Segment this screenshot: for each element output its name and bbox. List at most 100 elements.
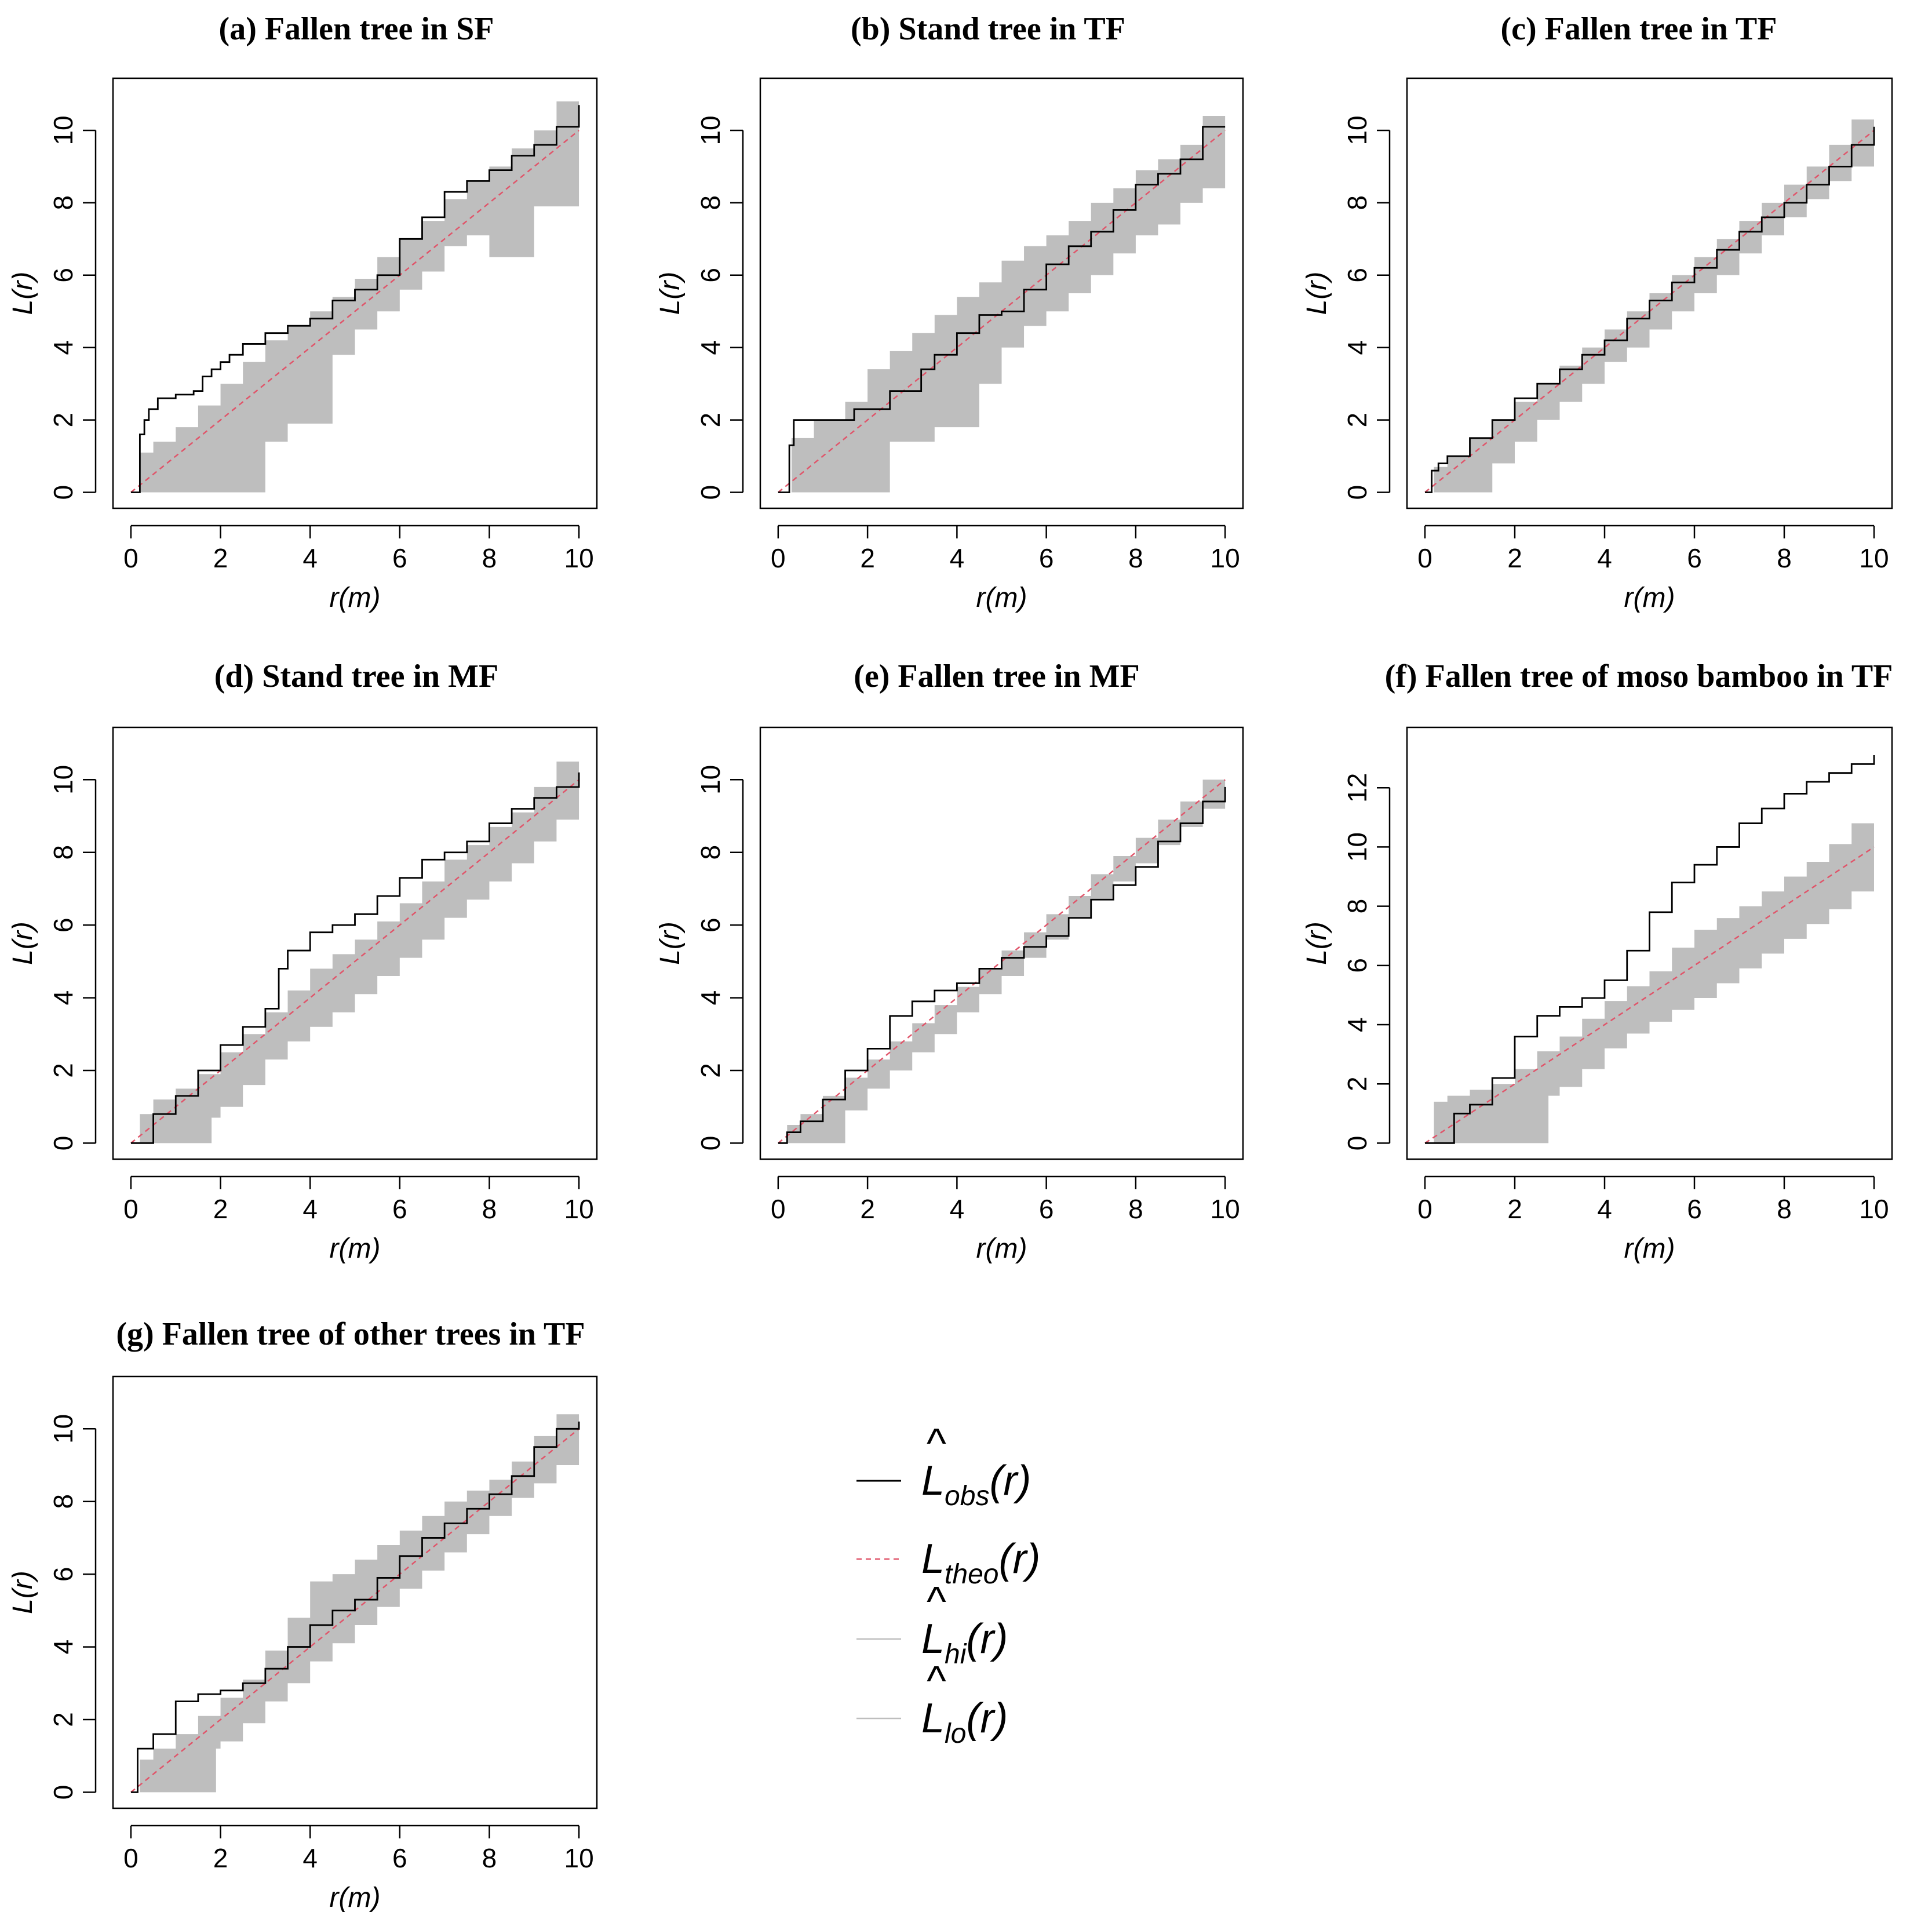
y-tick-label: 10 [48, 765, 78, 795]
y-tick-label: 0 [1342, 485, 1372, 500]
y-tick-label: 0 [695, 485, 726, 500]
theo-line [130, 779, 579, 1144]
x-tick-label: 2 [213, 1194, 228, 1224]
panel-f: 0 2 4 6 8 10 0 2 4 6 8 10 12 r(m) L(r) (f) Fallen tree … [1302, 658, 1893, 1264]
panel-title: (d) Stand tree in MF [214, 658, 499, 694]
obs-line [1425, 755, 1875, 1144]
panel-title: (a) Fallen tree in SF [219, 11, 494, 47]
x-tick-label: 10 [564, 1194, 593, 1224]
legend-hat-hi: ^ [926, 1579, 946, 1625]
legend-label-lo: Llo(r) [921, 1695, 1008, 1749]
y-tick-label: 8 [695, 845, 726, 860]
x-axis-label: r(m) [330, 1882, 381, 1912]
x-tick-label: 0 [123, 1194, 138, 1224]
y-tick-label: 6 [48, 1567, 78, 1582]
y-tick-label: 6 [48, 917, 78, 933]
panel-e: 0 2 4 6 8 10 0 2 4 6 8 10 r(m) L(r) (e) Fallen tree in… [655, 658, 1244, 1264]
plot-frame [759, 726, 1244, 1160]
x-tick-label: 6 [392, 543, 407, 573]
y-tick-label: 6 [1342, 268, 1372, 283]
y-tick-label: 10 [695, 765, 726, 795]
x-tick-label: 4 [1597, 543, 1612, 573]
legend-hat-lo: ^ [926, 1658, 946, 1705]
x-tick-label: 10 [1211, 543, 1240, 573]
y-tick-label: 6 [695, 268, 726, 283]
panel-title: (e) Fallen tree in MF [854, 658, 1139, 694]
panel-title: (g) Fallen tree of other trees in TF [116, 1316, 585, 1352]
panel-c: 0 2 4 6 8 10 0 2 4 6 8 10 r(m) L(r) (c) Fallen tree in… [1302, 11, 1893, 613]
x-tick-label: 8 [1128, 1194, 1143, 1224]
x-tick-label: 8 [482, 1843, 497, 1873]
y-tick-label: 0 [48, 485, 78, 500]
plot-frame [1406, 77, 1893, 509]
legend-hat-obs: ^ [926, 1421, 946, 1467]
x-tick-label: 0 [771, 543, 786, 573]
x-axis-label: r(m) [330, 582, 381, 613]
obs-line [130, 105, 580, 493]
x-axis-label: r(m) [330, 1233, 381, 1264]
y-tick-label: 2 [1342, 413, 1372, 428]
panel-b: 0 2 4 6 8 10 0 2 4 6 8 10 r(m) L(r) (b) Stand tree in … [655, 11, 1244, 613]
panel-g: 0 2 4 6 8 10 0 2 4 6 8 10 r(m) L(r) (g) Fallen tree of… [8, 1316, 598, 1912]
y-tick-label: 4 [48, 1640, 78, 1655]
y-tick-label: 0 [695, 1136, 726, 1151]
y-tick-label: 2 [48, 1712, 78, 1727]
y-tick-label: 2 [48, 1063, 78, 1078]
x-tick-label: 2 [213, 1843, 228, 1873]
y-tick-label: 0 [1342, 1136, 1372, 1151]
x-tick-label: 0 [123, 1843, 138, 1873]
panel-title: (c) Fallen tree in TF [1501, 11, 1777, 47]
y-tick-label: 2 [48, 413, 78, 428]
x-tick-label: 4 [1597, 1194, 1612, 1224]
x-tick-label: 2 [213, 543, 228, 573]
x-tick-label: 2 [1507, 1194, 1522, 1224]
x-tick-label: 0 [1417, 543, 1432, 573]
x-tick-label: 2 [860, 543, 875, 573]
x-tick-label: 2 [1507, 543, 1522, 573]
y-tick-label: 4 [1342, 1017, 1372, 1032]
y-tick-label: 0 [48, 1136, 78, 1151]
y-tick-label: 10 [48, 1414, 78, 1444]
y-tick-label: 2 [695, 1063, 726, 1078]
y-tick-label: 8 [695, 195, 726, 210]
y-tick-label: 4 [695, 990, 726, 1006]
y-tick-label: 10 [1342, 115, 1372, 145]
y-tick-label: 10 [1342, 832, 1372, 862]
y-axis-label: L(r) [8, 922, 38, 965]
y-axis-label: L(r) [655, 922, 686, 965]
x-tick-label: 8 [1128, 543, 1143, 573]
x-tick-label: 6 [1687, 543, 1702, 573]
x-axis-label: r(m) [976, 582, 1027, 613]
x-tick-label: 2 [860, 1194, 875, 1224]
x-tick-label: 4 [950, 543, 965, 573]
y-tick-label: 6 [48, 268, 78, 283]
y-tick-label: 8 [1342, 195, 1372, 210]
y-tick-label: 4 [1342, 340, 1372, 355]
x-axis-label: r(m) [1624, 582, 1675, 613]
legend-label-obs: Lobs(r) [921, 1458, 1031, 1512]
y-tick-label: 4 [695, 340, 726, 355]
envelope-band [130, 1389, 579, 1793]
x-tick-label: 6 [1687, 1194, 1702, 1224]
panel-d: 0 2 4 6 8 10 0 2 4 6 8 10 r(m) L(r) (d) Stand tree in … [8, 658, 598, 1264]
x-tick-label: 6 [392, 1843, 407, 1873]
y-tick-label: 8 [48, 195, 78, 210]
x-tick-label: 8 [482, 1194, 497, 1224]
x-tick-label: 10 [1859, 543, 1889, 573]
y-tick-label: 2 [695, 413, 726, 428]
y-tick-label: 8 [48, 1494, 78, 1509]
x-tick-label: 6 [1039, 543, 1054, 573]
obs-line [778, 786, 1226, 1144]
y-tick-label: 10 [48, 115, 78, 145]
panel-title: (f) Fallen tree of moso bamboo in TF [1385, 658, 1893, 694]
x-tick-label: 10 [564, 543, 593, 573]
y-tick-label: 10 [695, 115, 726, 145]
obs-line [130, 772, 580, 1144]
x-tick-label: 4 [302, 543, 318, 573]
y-tick-label: 4 [48, 340, 78, 355]
legend-label-theo: Ltheo(r) [921, 1536, 1040, 1590]
x-tick-label: 4 [950, 1194, 965, 1224]
plot-frame [1406, 726, 1893, 1160]
plot-frame [112, 77, 598, 509]
